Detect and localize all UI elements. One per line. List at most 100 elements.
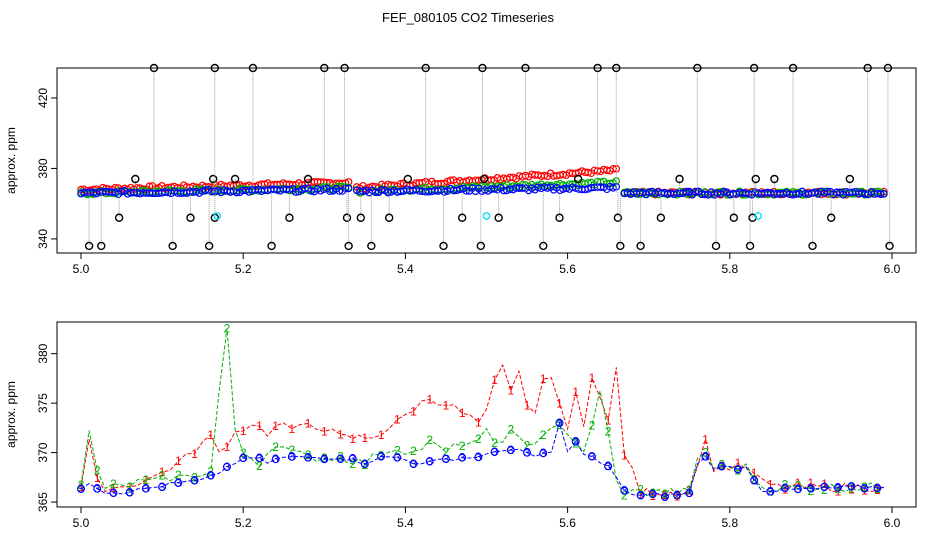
series-3-point <box>506 446 515 455</box>
outlier-point <box>808 241 817 251</box>
outlier-point <box>555 213 564 222</box>
outlier-point <box>479 174 489 184</box>
series-3-line <box>80 421 884 498</box>
series-3-marker: 3 <box>491 445 498 459</box>
series-3-point <box>341 184 350 193</box>
series-1-marker: 1 <box>686 483 693 497</box>
series-3-marker: 3 <box>861 481 868 495</box>
series-3-marker: 3 <box>240 451 247 465</box>
series-1-marker: 1 <box>240 424 247 438</box>
series-3-point <box>440 188 449 196</box>
outlier-point <box>344 241 353 251</box>
x-tick-label: 5.4 <box>397 516 414 530</box>
outlier-point <box>204 241 214 251</box>
series-3-point <box>860 484 869 493</box>
series-3-point <box>474 453 483 462</box>
series-2-marker: 2 <box>649 486 656 500</box>
series-3-marker: 3 <box>767 485 774 499</box>
series-3-marker: 3 <box>362 457 369 471</box>
series-2-marker: 2 <box>702 445 709 459</box>
y-tick-label: 380 <box>36 158 50 178</box>
series-3-marker: 3 <box>835 481 842 495</box>
x-tick-label: 6.0 <box>884 262 901 276</box>
series-1-marker: 1 <box>289 422 296 436</box>
series-1-marker: 1 <box>175 454 182 468</box>
series-3-point <box>719 187 728 196</box>
series-3-marker: 3 <box>78 482 85 496</box>
series-2-marker: 2 <box>589 418 596 432</box>
series-3-marker: 3 <box>378 449 385 463</box>
series-3-marker: 3 <box>637 488 644 502</box>
series-3-marker: 3 <box>718 459 725 473</box>
series-1-marker: 1 <box>507 383 514 397</box>
outlier-point <box>613 213 623 222</box>
series-2-marker: 2 <box>143 473 150 487</box>
x-tick-label: 5.8 <box>721 516 738 530</box>
series-3-point <box>820 482 829 491</box>
series-1-marker: 1 <box>524 399 531 413</box>
series-3-point <box>458 453 467 462</box>
series-1-marker: 1 <box>808 476 815 490</box>
series-1-marker: 1 <box>751 466 758 480</box>
series-1-marker: 1 <box>861 484 868 498</box>
series-3-point <box>750 476 759 485</box>
series-3-point <box>93 484 102 493</box>
series-3-point <box>523 448 532 457</box>
series-3-point <box>441 454 450 463</box>
series-3-marker: 3 <box>207 468 214 482</box>
x-tick-label: 5.2 <box>235 262 252 276</box>
series-2-marker: 2 <box>175 468 182 482</box>
series-3-point <box>571 437 580 446</box>
series-2-marker: 2 <box>362 458 369 472</box>
series-1-marker: 1 <box>256 419 263 433</box>
outlier-point <box>770 174 779 184</box>
series-1-marker: 1 <box>589 371 596 385</box>
series-3-marker: 3 <box>394 451 401 465</box>
series-2-marker: 2 <box>874 482 881 496</box>
series-3-point <box>76 484 85 493</box>
outlier-point <box>267 241 276 251</box>
x-tick-label: 5.0 <box>73 262 90 276</box>
outlier-point <box>845 174 855 184</box>
series-3-point <box>158 482 167 491</box>
series-3-point <box>701 190 709 199</box>
outlier-point <box>342 213 352 222</box>
outlier-point <box>97 241 106 251</box>
outlier-point <box>656 213 666 222</box>
series-3-point <box>691 188 700 196</box>
outlier-point <box>340 63 349 73</box>
series-3-marker: 3 <box>289 450 296 464</box>
series-1-marker: 1 <box>540 372 547 386</box>
series-3-point <box>141 484 150 493</box>
y-axis-label: approx. ppm <box>4 127 18 194</box>
series-3-point <box>873 484 882 493</box>
series-3-point <box>360 460 369 469</box>
series-3-point <box>174 478 183 487</box>
series-2-marker: 2 <box>394 443 401 457</box>
x-tick-label: 5.8 <box>721 262 738 276</box>
outlier-point <box>476 241 486 251</box>
y-tick-label: 375 <box>36 393 50 413</box>
series-3-marker: 3 <box>621 484 628 498</box>
plot-frame <box>56 67 917 254</box>
chart-title: FEF_080105 CO2 Timeseries <box>382 10 554 25</box>
series-2-marker: 2 <box>349 457 356 471</box>
panel-2: 5.0 5.2 5.4 5.6 5.8 6.0 365 370 375 380 approx. pp… <box>4 321 917 530</box>
series-3-marker: 3 <box>159 480 166 494</box>
series-1-marker: 1 <box>782 482 789 496</box>
series-2-marker: 2 <box>159 469 166 483</box>
series-2-marker: 2 <box>110 477 117 491</box>
y-tick-label: 370 <box>36 442 50 462</box>
series-3-point <box>239 454 248 463</box>
outlier-point <box>285 213 294 222</box>
series-1-marker: 1 <box>224 440 231 454</box>
series-3-marker: 3 <box>305 451 312 465</box>
series-1-marker: 1 <box>874 483 881 497</box>
series-1-marker: 1 <box>410 404 417 418</box>
series-2-marker: 2 <box>337 450 344 464</box>
outlier-point <box>863 63 872 73</box>
outlier-point <box>208 174 218 184</box>
series-3-marker: 3 <box>572 435 579 449</box>
series-1-point <box>474 176 483 185</box>
